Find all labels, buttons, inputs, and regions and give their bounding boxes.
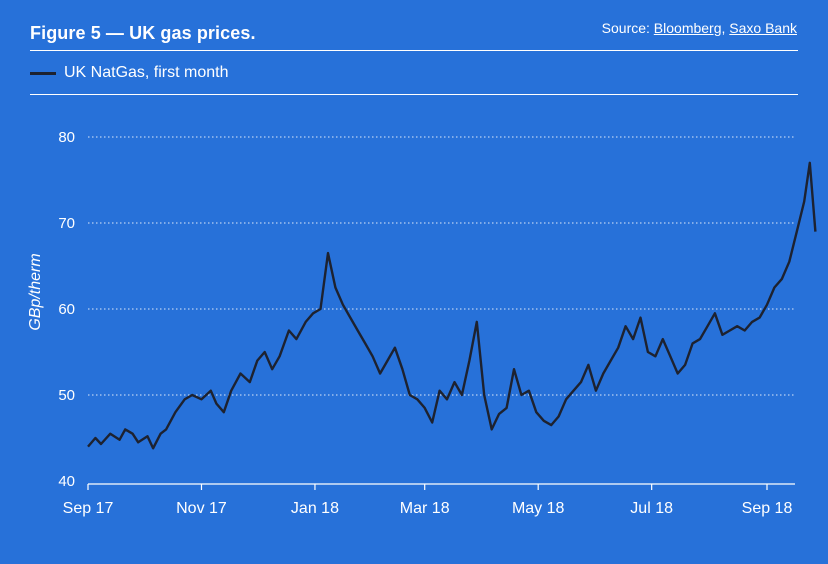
x-tick-label: May 18 bbox=[512, 500, 565, 517]
grid bbox=[88, 136, 795, 396]
y-axis: 40 50 60 70 80 bbox=[58, 129, 75, 490]
x-axis: Sep 17 Nov 17 Jan 18 Mar 18 May 18 Jul 18 Sep … bbox=[63, 483, 795, 517]
header-divider bbox=[30, 50, 798, 51]
y-axis-label: GBp/therm bbox=[27, 253, 44, 330]
y-tick-label: 60 bbox=[58, 301, 75, 318]
legend-label: UK NatGas, first month bbox=[64, 64, 229, 81]
legend-divider bbox=[30, 94, 798, 95]
source-link-bloomberg[interactable]: Bloomberg bbox=[653, 20, 722, 36]
x-tick-label: Nov 17 bbox=[176, 500, 227, 517]
x-tick-label: Mar 18 bbox=[400, 500, 450, 517]
figure-title: Figure 5 — UK gas prices. bbox=[30, 23, 256, 43]
legend: UK NatGas, first month bbox=[30, 64, 229, 82]
x-tick-label: Sep 17 bbox=[63, 500, 114, 517]
series-line-uk-natgas bbox=[87, 161, 817, 450]
y-tick-label: 40 bbox=[58, 473, 75, 490]
x-tick-label: Jul 18 bbox=[630, 500, 673, 517]
source-link-saxo-bank[interactable]: Saxo Bank bbox=[729, 20, 797, 36]
y-tick-label: 80 bbox=[58, 129, 75, 146]
x-tick-label: Sep 18 bbox=[742, 500, 793, 517]
legend-swatch bbox=[30, 71, 56, 75]
source-attribution: Source: Bloomberg, Saxo Bank bbox=[601, 20, 797, 36]
y-tick-label: 50 bbox=[58, 387, 75, 404]
y-tick-label: 70 bbox=[58, 215, 75, 232]
x-tick-label: Jan 18 bbox=[291, 500, 339, 517]
source-prefix: Source: bbox=[601, 20, 654, 36]
